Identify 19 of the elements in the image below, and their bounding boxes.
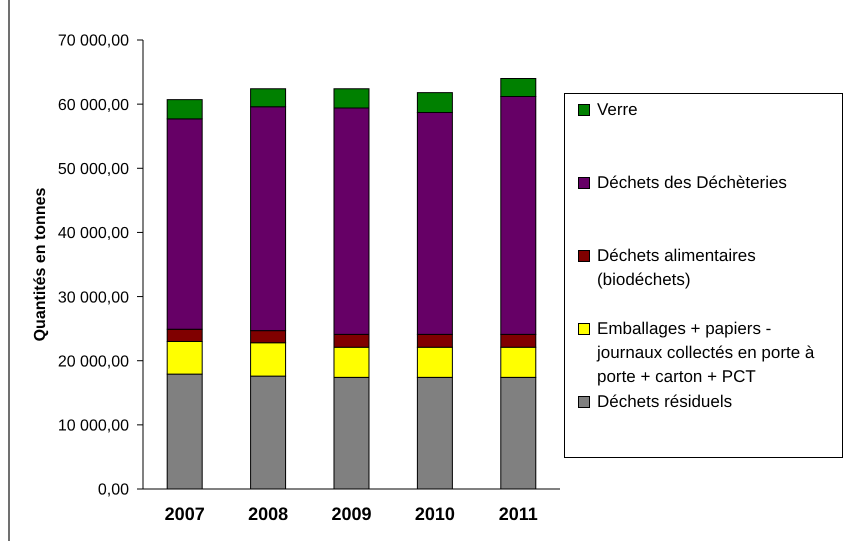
y-tick-label: 60 000,00 — [58, 96, 130, 114]
y-tick-label: 20 000,00 — [58, 353, 130, 370]
x-tick-label: 2010 — [414, 504, 455, 524]
y-axis-title: Quantités en tonnes — [32, 188, 48, 342]
y-tick-label: 0,00 — [98, 482, 130, 499]
y-tick-label: 40 000,00 — [58, 225, 130, 242]
legend-label: Emballages + papiers - journaux collectés en porte à porte + carton + PCT — [597, 318, 816, 388]
legend-label: Déchets alimentaires (biodéchets) — [597, 245, 757, 291]
legend-label: Déchets résiduels — [597, 391, 734, 413]
legend-label: Déchets des Déchèteries — [597, 172, 788, 194]
x-tick-label: 2007 — [164, 504, 205, 524]
x-tick-label: 2008 — [248, 504, 288, 524]
y-tick-label: 50 000,00 — [58, 160, 130, 178]
y-tick-label: 70 000,00 — [58, 32, 130, 50]
x-tick-label: 2011 — [498, 504, 538, 524]
y-tick-label: 30 000,00 — [58, 289, 130, 306]
legend-label: Verre — [597, 99, 639, 121]
x-tick-label: 2009 — [331, 504, 372, 524]
y-tick-label: 10 000,00 — [58, 418, 130, 435]
